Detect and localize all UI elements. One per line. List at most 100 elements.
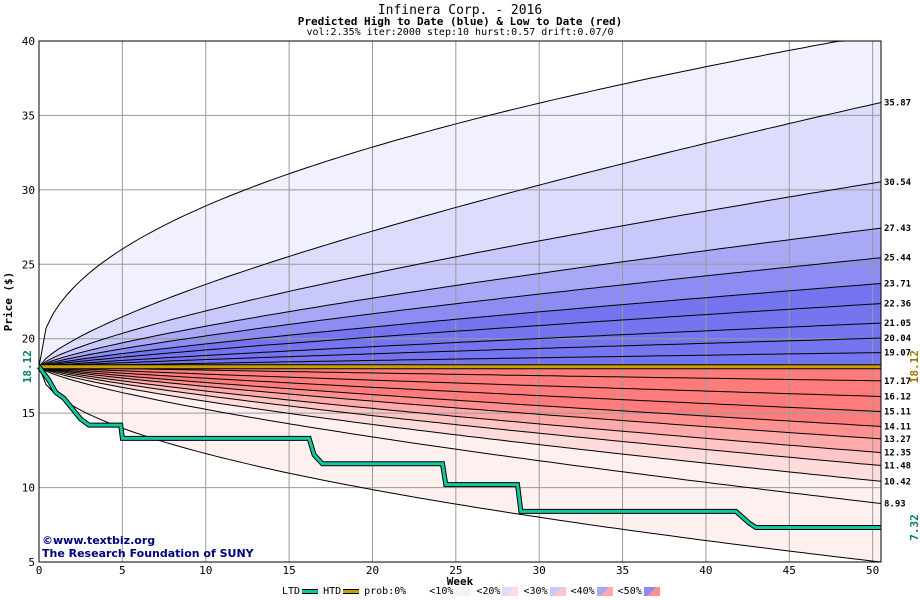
- high-band-2: [39, 181, 881, 367]
- y-tick-label-20: 20: [22, 333, 35, 346]
- ltd-line: [37, 365, 881, 529]
- end-value-label: 17.17: [884, 377, 911, 387]
- high-band-3: [39, 228, 881, 367]
- high-band-8: [39, 338, 881, 367]
- low-line-9: [38, 366, 882, 563]
- credit-org: The Research Foundation of SUNY: [42, 547, 254, 560]
- legend-item-40-swatch: [596, 587, 613, 596]
- high-band-6: [39, 303, 881, 367]
- legend-item-30-swatch: [549, 587, 566, 596]
- low-band-1: [39, 366, 881, 412]
- end-labels: 18.12 18.12 7.32 35.87 30.54 27.43 25.44 23.71 2…: [21, 99, 920, 541]
- end-value-label: 25.44: [884, 254, 912, 264]
- end-value-label: 11.48: [884, 462, 911, 472]
- legend-item-20: <20%: [476, 586, 520, 597]
- chart-title: Infinera Corp. - 2016: [377, 3, 543, 18]
- x-tick-label-45: 45: [783, 564, 796, 577]
- legend-item-40: <40%: [571, 586, 615, 597]
- legend-item-40-label: <40%: [570, 586, 595, 597]
- start-price-label: 18.12: [21, 350, 34, 383]
- y-tick-label-30: 30: [22, 184, 35, 197]
- low-line-2: [38, 366, 882, 412]
- legend-prob: prob:0%: [364, 586, 426, 597]
- high-line-3: [38, 227, 882, 368]
- high-line-5: [38, 283, 882, 368]
- high-line-8: [38, 337, 882, 368]
- low-band-7: [39, 366, 881, 504]
- end-value-label: 12.35: [884, 449, 911, 459]
- low-line-6: [38, 366, 882, 466]
- y-tick-label-40: 40: [22, 35, 35, 48]
- end-value-label: 27.43: [884, 224, 911, 234]
- legend-htd: HTD: [323, 586, 361, 597]
- low-band-3: [39, 366, 881, 439]
- legend-item-20-label: <20%: [476, 586, 501, 597]
- high-line-4: [38, 257, 882, 368]
- y-tick-label-10: 10: [22, 482, 35, 495]
- high-band-0: [39, 41, 881, 367]
- x-tick-label-0: 0: [36, 564, 43, 577]
- high-line-7: [38, 322, 882, 368]
- end-value-label: 14.11: [884, 422, 911, 432]
- chart-subtitle: Predicted High to Date (blue) & Low to D…: [297, 15, 623, 28]
- x-tick-label-10: 10: [199, 564, 212, 577]
- high-band-4: [39, 257, 881, 367]
- credit-site: ©www.textbiz.org: [42, 534, 156, 547]
- low-line-1: [38, 366, 882, 397]
- credit-block: ©www.textbiz.org The Research Foundation…: [42, 534, 254, 560]
- low-band-2: [39, 366, 881, 427]
- low-line-7: [38, 366, 882, 482]
- end-value-label: 21.05: [884, 319, 911, 329]
- x-axis-label: Week: [447, 575, 474, 588]
- y-tick-label-5: 5: [28, 556, 35, 569]
- x-tick-label-5: 5: [119, 564, 126, 577]
- low-band-4: [39, 366, 881, 453]
- legend-item-10-swatch: [455, 587, 472, 596]
- high-line-0: [38, 40, 881, 367]
- x-tick-label-40: 40: [699, 564, 712, 577]
- end-value-label: 35.87: [884, 99, 911, 109]
- legend-item-50-label: <50%: [617, 586, 642, 597]
- high-line-9: [38, 352, 882, 368]
- current-price-label: 18.12: [908, 350, 920, 383]
- low-band-5: [39, 366, 881, 466]
- ltd-end-label: 7.32: [908, 514, 920, 541]
- end-value-label: 8.93: [884, 500, 906, 510]
- x-tick-label-15: 15: [282, 564, 295, 577]
- high-line-1: [38, 102, 882, 368]
- legend-ltd-swatch: [302, 589, 319, 594]
- legend-prob-label: prob:0%: [364, 586, 407, 597]
- legend-prob-swatch-0: [408, 587, 425, 596]
- low-line-3: [38, 366, 882, 427]
- probability-bands: [39, 41, 881, 562]
- end-value-label: 20.04: [884, 334, 912, 344]
- x-tick-label-35: 35: [616, 564, 629, 577]
- end-value-label: 30.54: [884, 178, 912, 188]
- y-axis-label: Price ($): [2, 272, 15, 332]
- y-tick-label-25: 25: [22, 258, 35, 271]
- legend-item-30-label: <30%: [523, 586, 548, 597]
- low-line-4: [38, 366, 882, 440]
- high-line-2: [38, 181, 882, 368]
- axes: 0 5 10 15 20 25 30 35 40 45 50510152025303540WeekP…: [2, 35, 882, 588]
- end-value-label: 13.27: [884, 435, 911, 445]
- legend: LTD HTD prob:0% <10% <20% <30% <40% <50%: [282, 586, 665, 597]
- simulation-params: vol:2.35% iter:2000 step:10 hurst:0.57 d…: [306, 27, 614, 38]
- x-tick-label-30: 30: [533, 564, 546, 577]
- low-line-8: [38, 366, 882, 504]
- end-value-label: 19.07: [884, 349, 911, 359]
- legend-ltd-label: LTD: [282, 586, 301, 597]
- y-tick-label-15: 15: [22, 407, 35, 420]
- x-tick-label-50: 50: [866, 564, 879, 577]
- legend-htd-label: HTD: [323, 586, 342, 597]
- series-lines: [36, 40, 882, 563]
- high-band-1: [39, 102, 881, 367]
- plot-frame: [38, 40, 882, 563]
- low-band-0: [39, 366, 881, 397]
- legend-item-30: <30%: [523, 586, 567, 597]
- legend-ltd: LTD: [282, 586, 320, 597]
- low-line-0: [38, 366, 882, 382]
- low-band-6: [39, 366, 881, 482]
- end-value-label: 22.36: [884, 300, 911, 310]
- legend-item-20-swatch: [502, 587, 519, 596]
